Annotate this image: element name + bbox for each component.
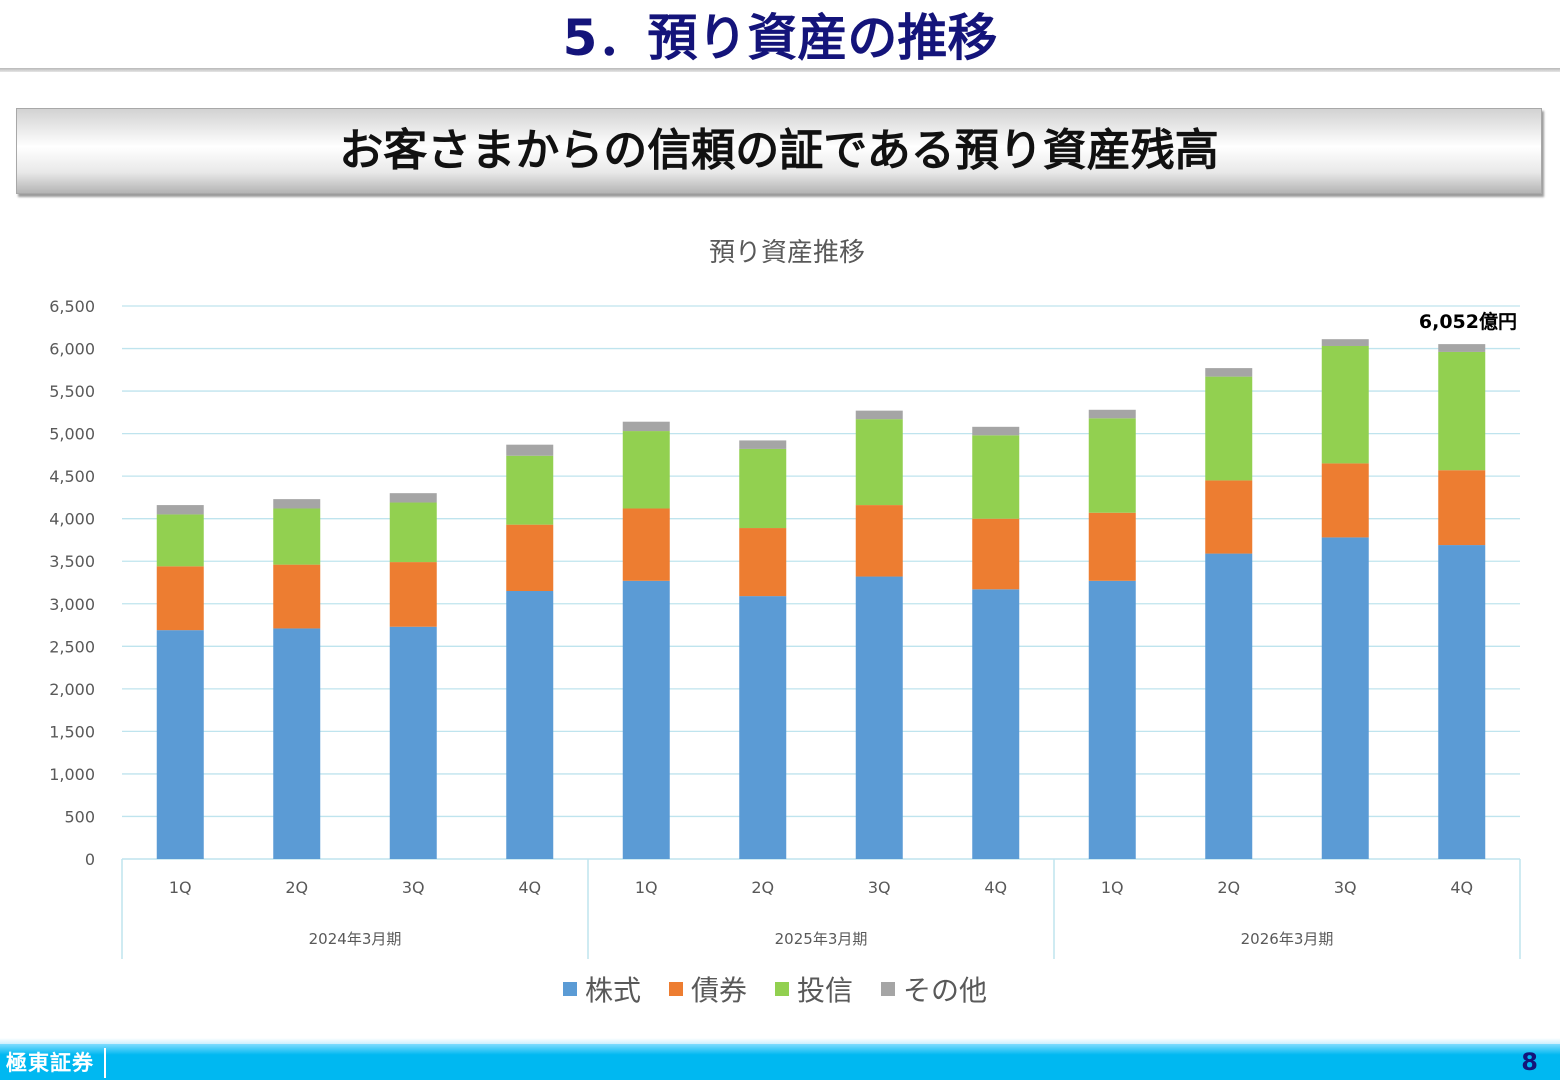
bar-segment-投信 — [1088, 418, 1136, 513]
y-tick-label: 5,000 — [49, 425, 95, 444]
bar-segment-投信 — [1321, 345, 1369, 464]
bar-segment-株式 — [506, 591, 554, 859]
bar-segment-投信 — [506, 455, 554, 525]
x-tick-label: 3Q — [868, 878, 891, 897]
bar-segment-株式 — [273, 628, 321, 859]
bar-segment-債券 — [972, 518, 1020, 590]
bar-segment-債券 — [1438, 470, 1486, 546]
subtitle-banner: お客さまからの信頼の証である預り資産残高 — [16, 108, 1542, 194]
bar-segment-投信 — [622, 431, 670, 509]
x-tick-label: 2Q — [751, 878, 774, 897]
y-tick-label: 4,500 — [49, 467, 95, 486]
legend-label: 株式 — [585, 974, 641, 1007]
x-tick-label: 4Q — [518, 878, 541, 897]
bar-segment-債券 — [622, 508, 670, 581]
y-tick-label: 6,000 — [49, 340, 95, 359]
chart-title: 預り資産推移 — [709, 238, 865, 268]
bar-segment-債券 — [739, 528, 787, 597]
bar-segment-その他 — [273, 499, 321, 509]
bar-segment-債券 — [1321, 463, 1369, 538]
y-tick-label: 1,500 — [49, 722, 95, 741]
bar-segment-債券 — [1088, 512, 1136, 581]
bar-segment-投信 — [273, 508, 321, 565]
title-divider — [0, 68, 1560, 72]
legend-label: その他 — [903, 974, 987, 1007]
y-tick-label: 2,500 — [49, 637, 95, 656]
bar-segment-その他 — [1088, 409, 1136, 419]
x-group-label: 2025年3月期 — [775, 930, 868, 948]
x-tick-label: 2Q — [1217, 878, 1240, 897]
bar-segment-株式 — [972, 589, 1020, 859]
y-tick-label: 500 — [64, 807, 95, 826]
subtitle-banner-text: お客さまからの信頼の証である預り資産残高 — [339, 125, 1219, 176]
bar-segment-投信 — [739, 448, 787, 529]
bar-segment-投信 — [389, 502, 437, 563]
x-tick-label: 4Q — [984, 878, 1007, 897]
x-tick-label: 2Q — [285, 878, 308, 897]
bar-segment-その他 — [855, 410, 903, 420]
page-number: 8 — [1521, 1048, 1538, 1076]
bar-segment-その他 — [389, 493, 437, 503]
bar-segment-債券 — [855, 505, 903, 577]
bar-segment-その他 — [1321, 339, 1369, 346]
bar-segment-投信 — [156, 514, 204, 567]
x-group-label: 2024年3月期 — [309, 930, 402, 948]
legend-label: 債券 — [691, 974, 747, 1007]
bar-segment-債券 — [273, 564, 321, 629]
legend-label: 投信 — [797, 974, 853, 1007]
y-tick-label: 4,000 — [49, 510, 95, 529]
bar-segment-株式 — [855, 576, 903, 859]
y-tick-label: 1,000 — [49, 765, 95, 784]
legend-swatch-その他 — [881, 982, 895, 996]
x-tick-label: 1Q — [169, 878, 192, 897]
bar-segment-株式 — [1321, 537, 1369, 859]
bar-segment-債券 — [389, 562, 437, 627]
bar-segment-その他 — [739, 440, 787, 449]
bar-segment-投信 — [1205, 376, 1253, 481]
x-tick-label: 3Q — [1334, 878, 1357, 897]
bar-segment-株式 — [1438, 545, 1486, 859]
x-tick-label: 4Q — [1450, 878, 1473, 897]
x-group-label: 2026年3月期 — [1241, 930, 1334, 948]
y-tick-label: 3,000 — [49, 595, 95, 614]
y-tick-label: 5,500 — [49, 382, 95, 401]
x-tick-label: 1Q — [1101, 878, 1124, 897]
bar-segment-株式 — [739, 596, 787, 859]
x-tick-label: 1Q — [635, 878, 658, 897]
legend-swatch-投信 — [775, 982, 789, 996]
y-tick-label: 6,500 — [49, 297, 95, 316]
total-annotation: 6,052億円 — [1419, 310, 1517, 333]
x-tick-label: 3Q — [402, 878, 425, 897]
bar-segment-その他 — [1438, 344, 1486, 352]
bar-segment-投信 — [972, 435, 1020, 519]
bar-segment-投信 — [1438, 351, 1486, 471]
footer-bar — [0, 1044, 1560, 1080]
bar-segment-債券 — [1205, 480, 1253, 554]
bar-segment-その他 — [972, 426, 1020, 436]
bar-segment-その他 — [1205, 368, 1253, 377]
bar-segment-株式 — [156, 630, 204, 859]
bar-segment-債券 — [156, 566, 204, 631]
bar-segment-株式 — [1088, 580, 1136, 859]
bar-segment-株式 — [622, 580, 670, 859]
bar-segment-債券 — [506, 524, 554, 592]
bar-segment-株式 — [1205, 553, 1253, 859]
y-tick-label: 3,500 — [49, 552, 95, 571]
bar-segment-その他 — [156, 505, 204, 515]
bar-segment-投信 — [855, 419, 903, 506]
assets-stacked-bar-chart: 預り資産推移 0 500 1,000 1,500 2,000 2,500 3,000 3,500… — [49, 238, 1521, 1007]
company-brand: 極東証券 — [6, 1048, 106, 1078]
slide-title: 5．預り資産の推移 — [562, 9, 998, 67]
y-tick-label: 2,000 — [49, 680, 95, 699]
bar-segment-株式 — [389, 626, 437, 859]
bar-segment-その他 — [506, 444, 554, 456]
bar-segment-その他 — [622, 421, 670, 432]
legend-swatch-株式 — [563, 982, 577, 996]
legend-swatch-債券 — [669, 982, 683, 996]
y-tick-label: 0 — [85, 850, 95, 869]
footer-highlight — [0, 1038, 1560, 1044]
